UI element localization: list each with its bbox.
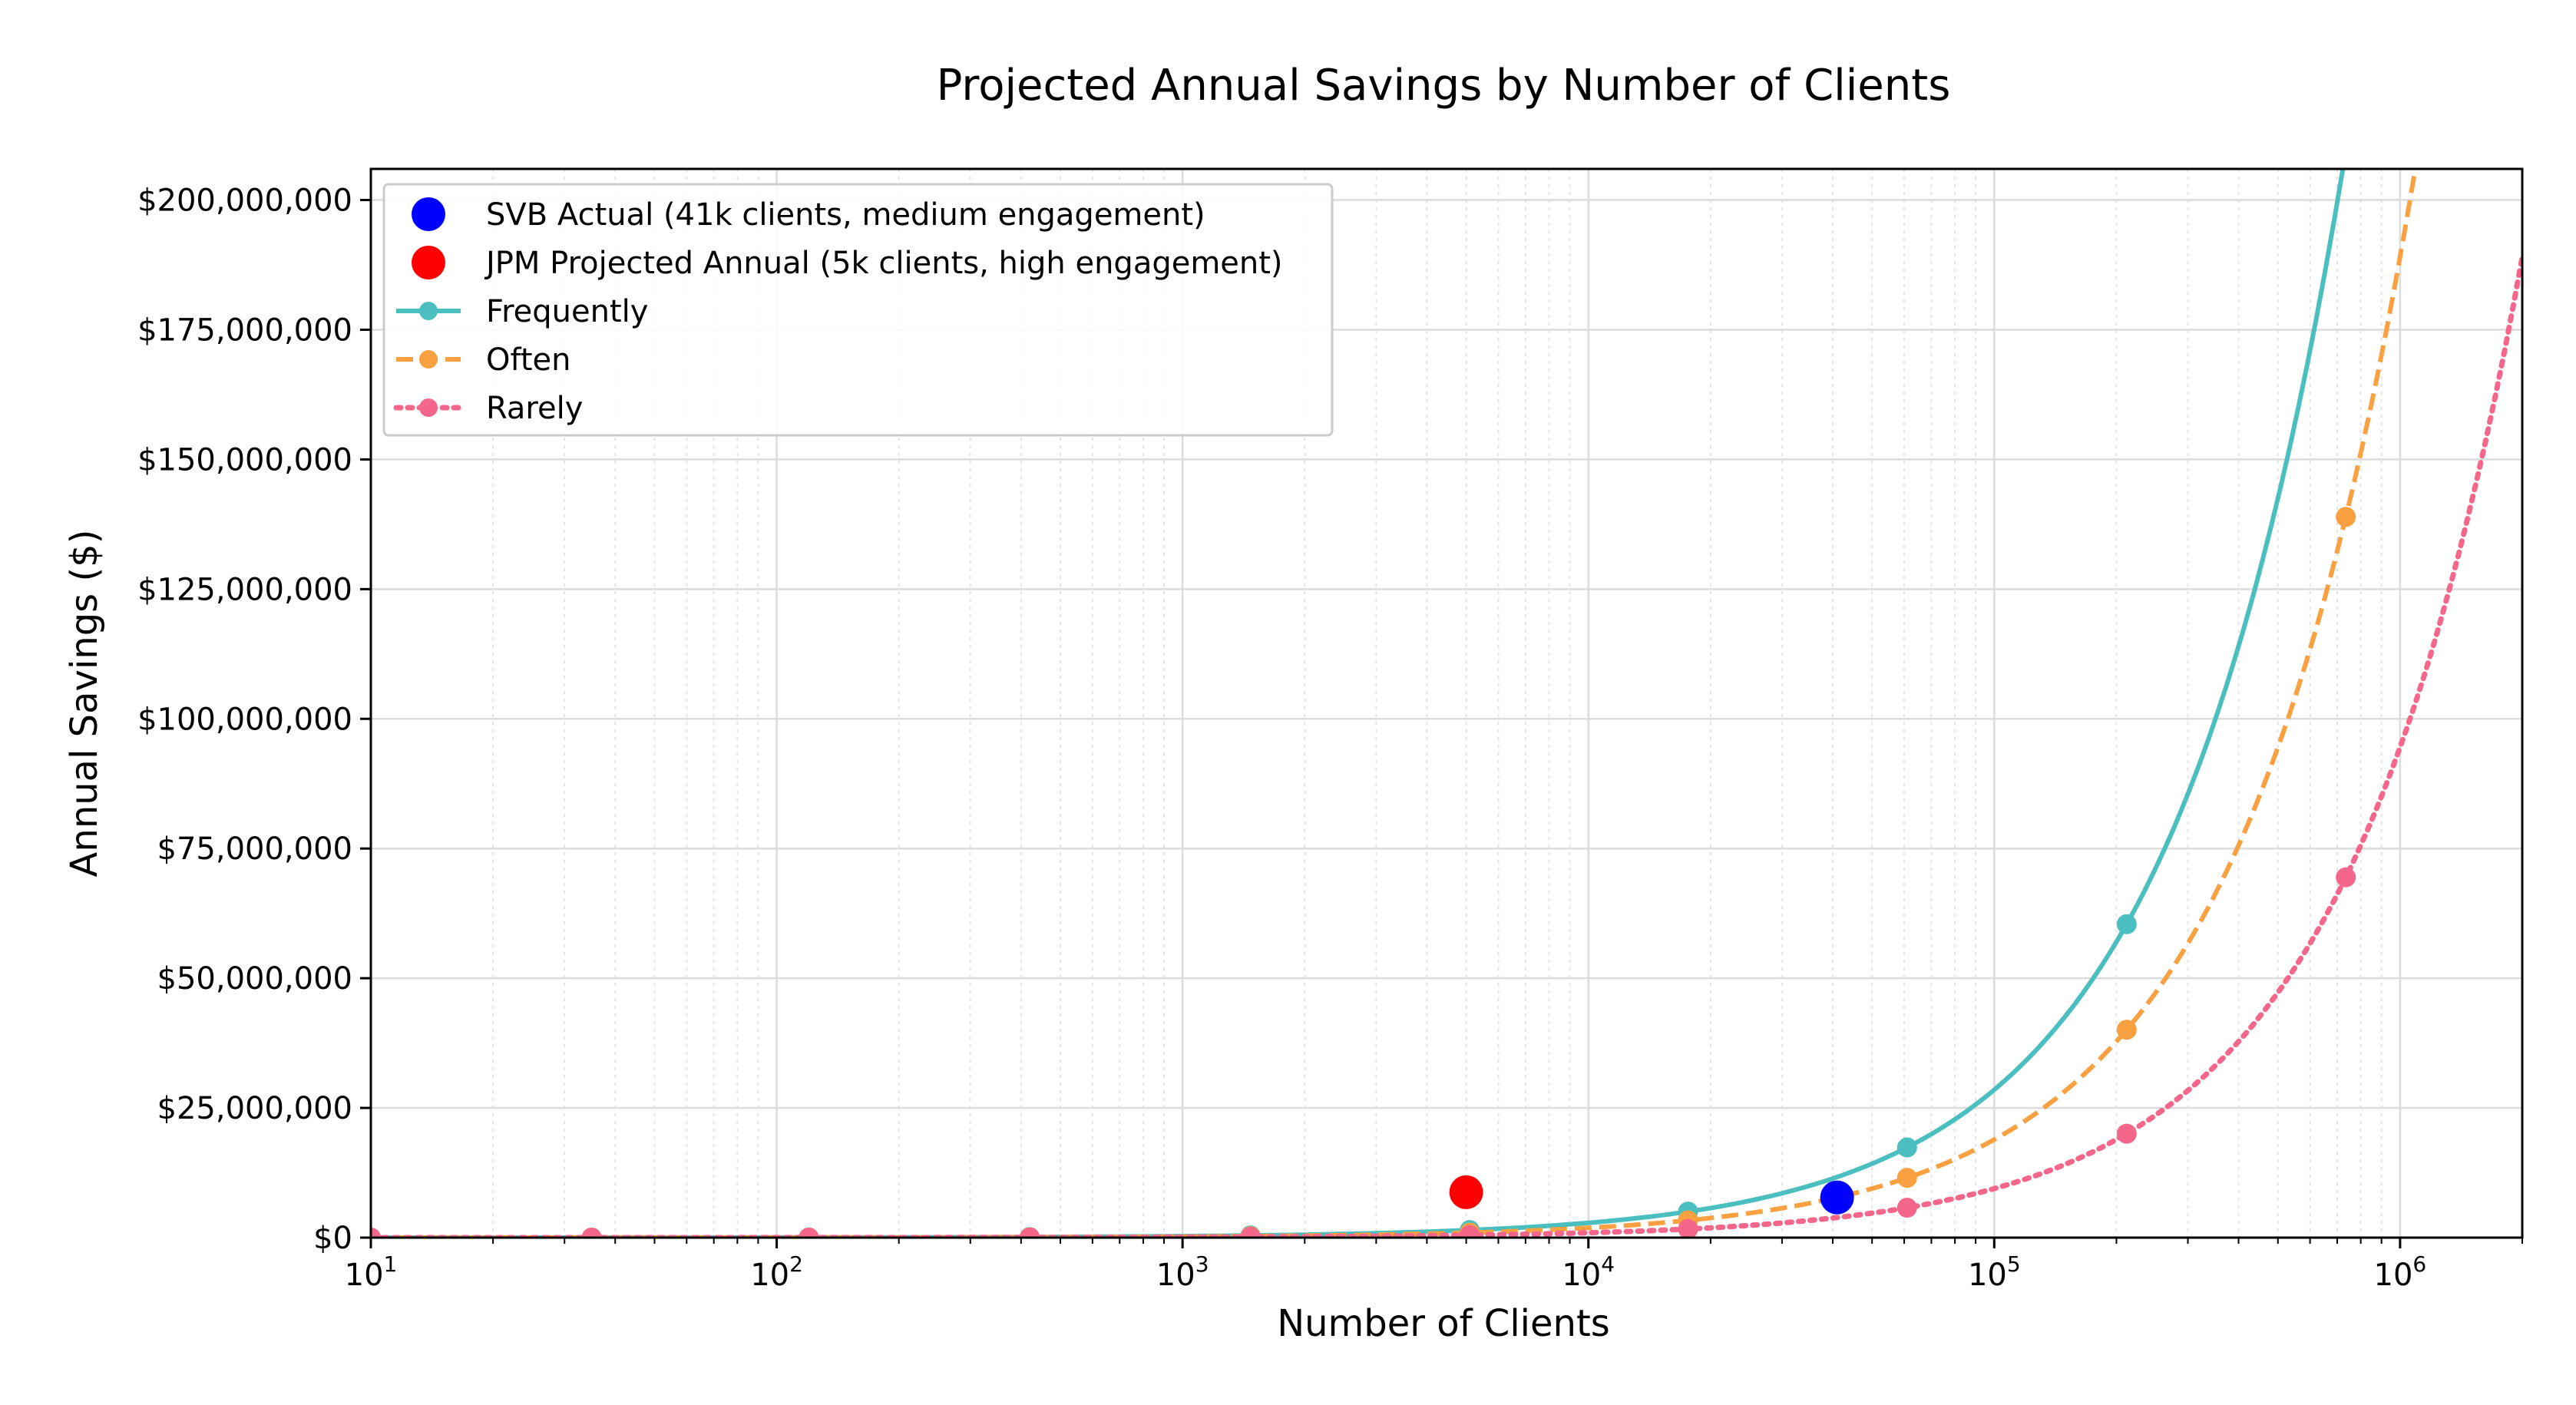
plot-frame bbox=[369, 167, 2524, 1239]
chart-title: Projected Annual Savings by Number of Cl… bbox=[937, 61, 1951, 111]
series-marker-often bbox=[2116, 1020, 2137, 1040]
series-marker-rarely bbox=[371, 1227, 381, 1238]
legend-entry-svb: SVB Actual (41k clients, medium engageme… bbox=[412, 197, 1205, 233]
x-axis: 101 102 103 104 105 106 bbox=[345, 1238, 2523, 1293]
series-marker-frequently bbox=[2116, 914, 2137, 934]
y-axis-label: Annual Savings ($) bbox=[63, 530, 106, 878]
legend-label-rarely: Rarely bbox=[486, 391, 583, 426]
y-tick-label: $50,000,000 bbox=[157, 961, 352, 997]
y-tick-label: $175,000,000 bbox=[137, 312, 352, 348]
x-tick-label: 104 bbox=[1562, 1251, 1615, 1293]
series-marker-rarely bbox=[1020, 1227, 1040, 1238]
legend-entry-often: Often bbox=[396, 342, 571, 378]
x-tick-label: 101 bbox=[345, 1251, 398, 1293]
legend-label-svb: SVB Actual (41k clients, medium engageme… bbox=[486, 197, 1205, 233]
x-tick-label: 105 bbox=[1968, 1251, 2021, 1293]
legend-entry-frequently: Frequently bbox=[396, 294, 648, 329]
y-tick-label: $200,000,000 bbox=[137, 183, 352, 219]
x-tick-label: 103 bbox=[1156, 1251, 1209, 1293]
series-marker-often bbox=[1896, 1168, 1917, 1188]
x-axis-label: Number of Clients bbox=[1277, 1302, 1610, 1345]
legend-marker-rarely bbox=[419, 398, 438, 417]
series-marker-frequently bbox=[1896, 1137, 1917, 1158]
legend-box bbox=[382, 183, 1334, 437]
y-tick-label: $75,000,000 bbox=[157, 831, 352, 867]
series-marker-rarely bbox=[2116, 1123, 2137, 1144]
legend-marker-svb bbox=[412, 197, 445, 231]
series-marker-rarely bbox=[581, 1227, 602, 1238]
legend-marker-often bbox=[419, 350, 438, 369]
legend-entry-rarely: Rarely bbox=[393, 391, 583, 426]
legend-label-frequently: Frequently bbox=[486, 294, 648, 329]
legend-entry-jpm: JPM Projected Annual (5k clients, high e… bbox=[412, 246, 1283, 281]
y-tick-label: $150,000,000 bbox=[137, 442, 352, 478]
y-tick-label: $0 bbox=[313, 1221, 352, 1256]
y-tick-label: $125,000,000 bbox=[137, 572, 352, 607]
legend-marker-frequently bbox=[419, 302, 438, 320]
series-marker-rarely bbox=[799, 1227, 819, 1238]
svb-actual-point bbox=[1820, 1180, 1854, 1215]
series-marker-rarely bbox=[1896, 1198, 1917, 1218]
x-tick-label: 106 bbox=[2374, 1251, 2427, 1293]
series-marker-rarely bbox=[1240, 1227, 1261, 1238]
series-line-rarely bbox=[371, 254, 2522, 1238]
highlight-points bbox=[1449, 1175, 1854, 1215]
series-marker-rarely bbox=[2336, 867, 2356, 888]
legend-label-often: Often bbox=[486, 342, 571, 378]
legend-label-jpm: JPM Projected Annual (5k clients, high e… bbox=[484, 246, 1283, 281]
x-tick-label: 102 bbox=[750, 1251, 803, 1293]
y-tick-label: $100,000,000 bbox=[137, 702, 352, 737]
series-marker-rarely bbox=[1460, 1225, 1480, 1238]
y-tick-label: $25,000,000 bbox=[157, 1091, 352, 1126]
series-marker-often bbox=[2336, 507, 2356, 527]
legend-marker-jpm bbox=[412, 246, 445, 279]
jpm-projected-point bbox=[1449, 1175, 1483, 1209]
y-axis: $0 $25,000,000 $50,000,000 $75,000,000 $100,… bbox=[137, 183, 371, 1256]
series-marker-rarely bbox=[1678, 1218, 1698, 1238]
legend: SVB Actual (41k clients, medium engageme… bbox=[382, 183, 1334, 437]
